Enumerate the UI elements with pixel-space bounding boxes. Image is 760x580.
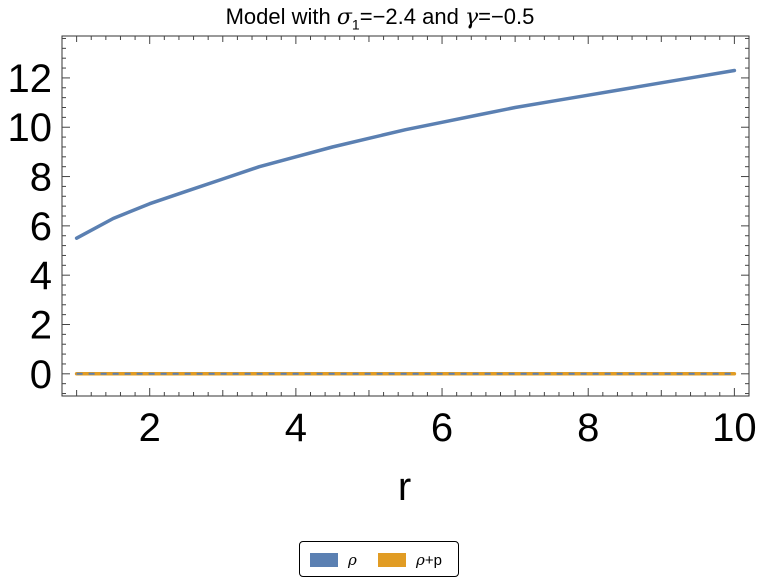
line-chart: 2 4 6 8 10 0 2 4 6 8 10 12 r xyxy=(8,35,757,509)
legend-swatch-rho-plus-p xyxy=(378,553,406,567)
x-tick-label: 10 xyxy=(712,406,757,450)
chart-title: Model with σ1=−2.4 and γ=−0.5 xyxy=(225,4,535,33)
series-line-rho xyxy=(74,68,737,240)
y-tick-label: 2 xyxy=(30,303,52,347)
legend-label-plus-p: +p xyxy=(424,551,442,569)
x-tick-label: 4 xyxy=(285,406,307,450)
legend-swatch-rho xyxy=(310,553,338,567)
gamma-symbol: γ xyxy=(464,5,479,30)
legend-label-rho: ρ xyxy=(348,551,357,569)
y-tick-label: 0 xyxy=(30,353,52,397)
y-tick-label: 12 xyxy=(8,57,53,101)
x-tick-label: 8 xyxy=(577,406,599,450)
legend-label-rho-symbol: ρ xyxy=(416,551,425,569)
y-tick-label: 4 xyxy=(30,254,52,298)
y-tick-label: 6 xyxy=(30,205,52,249)
y-tick-label: 8 xyxy=(30,156,52,200)
sigma-symbol: σ xyxy=(336,5,352,30)
y-tick-label: 10 xyxy=(8,106,53,150)
x-tick-label: 6 xyxy=(431,406,453,450)
legend-item-rho-plus-p: ρ +p xyxy=(378,550,442,570)
legend: ρ ρ +p xyxy=(299,541,459,577)
x-axis-label: r xyxy=(398,465,411,509)
x-tick-label: 2 xyxy=(139,406,161,450)
plot-frame xyxy=(61,35,750,397)
legend-item-rho: ρ xyxy=(310,550,357,570)
